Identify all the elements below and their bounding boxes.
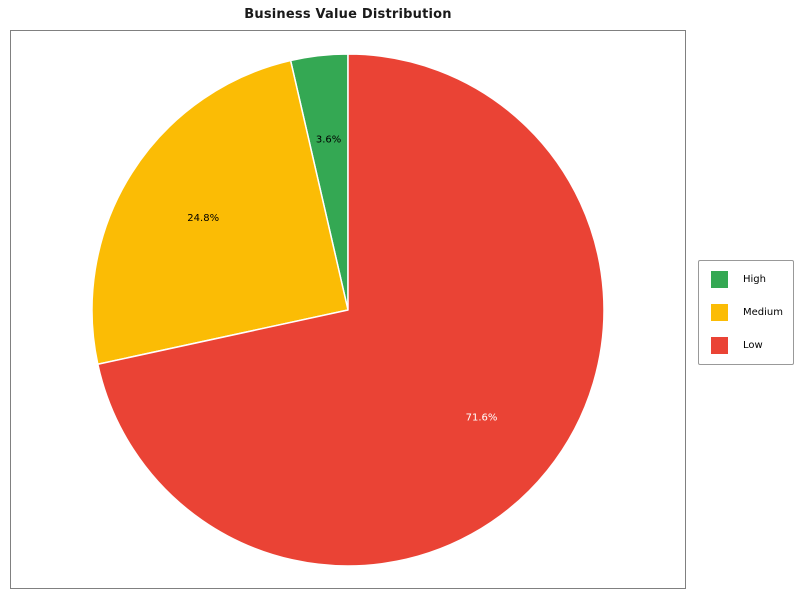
legend-label-high: High <box>743 274 766 285</box>
pie-chart: 3.6% 24.8% 71.6% <box>91 53 605 567</box>
percent-label-high: 3.6% <box>316 135 341 146</box>
legend-item-medium: Medium <box>711 304 793 321</box>
legend-label-medium: Medium <box>743 307 783 318</box>
chart-title: Business Value Distribution <box>244 7 452 22</box>
legend-swatch-medium-icon <box>711 304 728 321</box>
legend-item-low: Low <box>711 337 793 354</box>
pie-slice-medium <box>91 59 349 366</box>
plot-area: 3.6% 24.8% 71.6% <box>10 30 686 589</box>
legend: High Medium Low <box>698 260 794 365</box>
legend-swatch-low-icon <box>711 337 728 354</box>
legend-label-low: Low <box>743 340 763 351</box>
legend-item-high: High <box>711 271 793 288</box>
percent-label-medium: 24.8% <box>187 213 219 224</box>
legend-swatch-high-icon <box>711 271 728 288</box>
pie-slice-low <box>97 53 605 567</box>
percent-label-low: 71.6% <box>466 413 498 424</box>
